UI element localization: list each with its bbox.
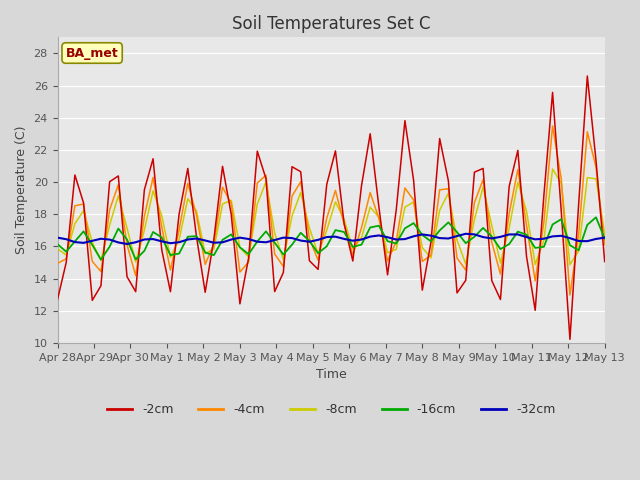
Text: BA_met: BA_met	[66, 47, 118, 60]
Legend: -2cm, -4cm, -8cm, -16cm, -32cm: -2cm, -4cm, -8cm, -16cm, -32cm	[102, 398, 560, 421]
Title: Soil Temperatures Set C: Soil Temperatures Set C	[232, 15, 430, 33]
Y-axis label: Soil Temperature (C): Soil Temperature (C)	[15, 126, 28, 254]
X-axis label: Time: Time	[316, 368, 346, 381]
